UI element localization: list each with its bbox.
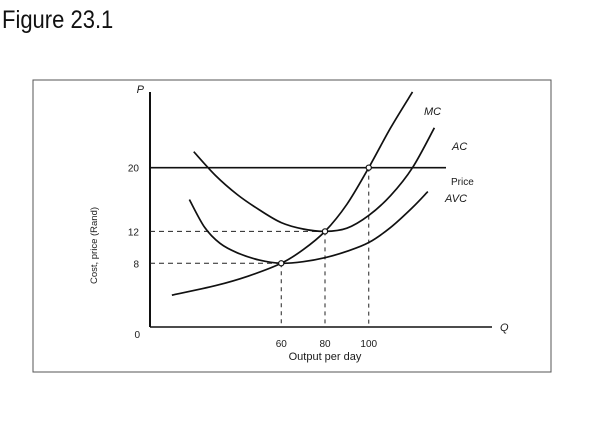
series-mc-label: MC <box>424 106 441 118</box>
origin-label: 0 <box>134 330 140 341</box>
intersection-point <box>321 228 329 235</box>
intersection-point <box>278 260 285 267</box>
series-avc-label: AVC <box>444 193 467 205</box>
y-axis-symbol: P <box>137 84 145 96</box>
series-avc-line <box>188 190 429 265</box>
figure-title: Figure 23.1 <box>2 6 114 34</box>
plot-area: P Q 0 Cost, price (Rand) Output per day 8 12 20… <box>89 84 509 363</box>
x-axis-symbol: Q <box>500 322 509 334</box>
series-mc-line <box>171 91 414 296</box>
series-price-label: Price <box>451 177 474 188</box>
y-tick-label: 12 <box>128 227 140 238</box>
y-tick-label: 8 <box>133 259 139 270</box>
series-ac-line <box>193 127 436 233</box>
y-tick-label: 20 <box>128 164 140 175</box>
chart-frame <box>32 79 552 373</box>
series-ac-label: AC <box>451 141 467 153</box>
intersection-point <box>365 164 372 171</box>
x-tick-label: 60 <box>276 339 288 350</box>
y-axis-title: Cost, price (Rand) <box>89 207 100 284</box>
x-tick-label: 100 <box>360 339 377 350</box>
x-tick-label: 80 <box>319 339 331 350</box>
x-axis-title: Output per day <box>289 351 362 363</box>
